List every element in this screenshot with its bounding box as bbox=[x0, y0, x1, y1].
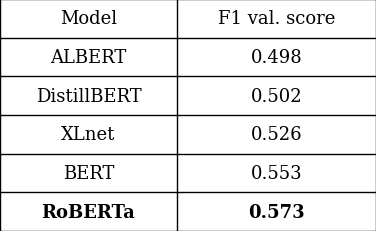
Text: 0.553: 0.553 bbox=[250, 164, 302, 182]
Text: 0.526: 0.526 bbox=[250, 126, 302, 144]
Text: DistillBERT: DistillBERT bbox=[36, 87, 141, 105]
Text: RoBERTa: RoBERTa bbox=[41, 203, 135, 221]
Text: Model: Model bbox=[60, 10, 117, 28]
Text: 0.498: 0.498 bbox=[250, 49, 302, 67]
Text: XLnet: XLnet bbox=[61, 126, 115, 144]
Text: F1 val. score: F1 val. score bbox=[218, 10, 335, 28]
Text: ALBERT: ALBERT bbox=[50, 49, 126, 67]
Text: 0.573: 0.573 bbox=[248, 203, 305, 221]
Text: BERT: BERT bbox=[63, 164, 114, 182]
Text: 0.502: 0.502 bbox=[250, 87, 302, 105]
